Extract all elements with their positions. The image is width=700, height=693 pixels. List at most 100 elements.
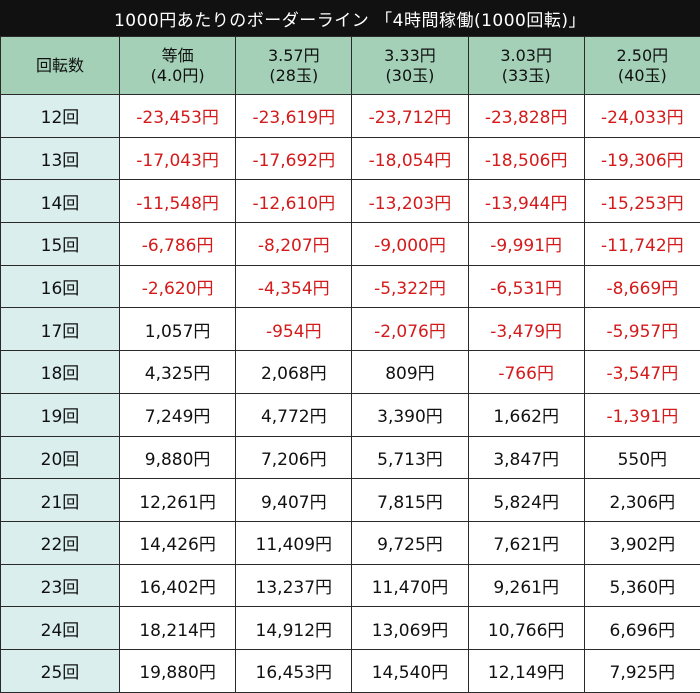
- table-cell-value: 5,360円: [584, 564, 700, 607]
- table-cell-value: -23,828円: [468, 95, 584, 138]
- table-row: 13回-17,043円-17,692円-18,054円-18,506円-19,3…: [1, 137, 700, 180]
- table-cell-value: -18,506円: [468, 137, 584, 180]
- column-header-sublabel: (33玉): [502, 66, 551, 85]
- table-cell-value: -5,322円: [352, 265, 468, 308]
- table-cell-value: -13,944円: [468, 180, 584, 223]
- table-cell-value: 5,824円: [468, 479, 584, 522]
- table-cell-value: 1,057円: [120, 308, 236, 351]
- table-cell-value: 9,725円: [352, 521, 468, 564]
- table-cell-value: -23,453円: [120, 95, 236, 138]
- table-cell-value: 4,772円: [236, 393, 352, 436]
- table-cell-value: -9,991円: [468, 223, 584, 266]
- table-cell-value: 14,912円: [236, 607, 352, 650]
- table-cell-value: 3,847円: [468, 436, 584, 479]
- table-cell-value: 18,214円: [120, 607, 236, 650]
- table-cell-value: -5,957円: [584, 308, 700, 351]
- row-label-spins: 24回: [1, 607, 120, 650]
- row-label-spins: 14回: [1, 180, 120, 223]
- table-cell-value: 7,925円: [584, 649, 700, 692]
- table-cell-value: 550円: [584, 436, 700, 479]
- table-cell-value: -24,033円: [584, 95, 700, 138]
- table-title: 1000円あたりのボーダーライン 「4時間稼働(1000回転)」: [0, 0, 700, 36]
- row-label-spins: 20回: [1, 436, 120, 479]
- row-label-spins: 22回: [1, 521, 120, 564]
- table-cell-value: 3,902円: [584, 521, 700, 564]
- table-cell-value: -6,786円: [120, 223, 236, 266]
- row-label-spins: 19回: [1, 393, 120, 436]
- column-header-label: 2.50円: [617, 46, 669, 65]
- table-cell-value: 4,325円: [120, 351, 236, 394]
- table-cell-value: -2,620円: [120, 265, 236, 308]
- table-cell-value: 11,409円: [236, 521, 352, 564]
- table-cell-value: 14,540円: [352, 649, 468, 692]
- table-cell-value: 13,069円: [352, 607, 468, 650]
- table-cell-value: -11,742円: [584, 223, 700, 266]
- table-cell-value: 2,306円: [584, 479, 700, 522]
- table-cell-value: 9,407円: [236, 479, 352, 522]
- column-header-label: 3.33円: [384, 46, 436, 65]
- table-cell-value: -23,712円: [352, 95, 468, 138]
- column-header-sublabel: (40玉): [618, 66, 667, 85]
- table-row: 14回-11,548円-12,610円-13,203円-13,944円-15,2…: [1, 180, 700, 223]
- table-cell-value: 12,149円: [468, 649, 584, 692]
- table-cell-value: -8,207円: [236, 223, 352, 266]
- column-header-label: 等価: [162, 46, 194, 65]
- table-cell-value: -6,531円: [468, 265, 584, 308]
- table-cell-value: -19,306円: [584, 137, 700, 180]
- table-body: 12回-23,453円-23,619円-23,712円-23,828円-24,0…: [1, 95, 700, 693]
- table-cell-value: -3,479円: [468, 308, 584, 351]
- table-cell-value: -1,391円: [584, 393, 700, 436]
- table-cell-value: -766円: [468, 351, 584, 394]
- header-row: 回転数 等価(4.0円) 3.57円(28玉) 3.33円(30玉) 3.03円…: [1, 37, 700, 95]
- table-cell-value: -9,000円: [352, 223, 468, 266]
- table-cell-value: -18,054円: [352, 137, 468, 180]
- table-cell-value: 5,713円: [352, 436, 468, 479]
- table-cell-value: 2,068円: [236, 351, 352, 394]
- row-label-spins: 17回: [1, 308, 120, 351]
- table-cell-value: -8,669円: [584, 265, 700, 308]
- table-cell-value: 19,880円: [120, 649, 236, 692]
- row-label-spins: 15回: [1, 223, 120, 266]
- table-cell-value: 12,261円: [120, 479, 236, 522]
- row-label-spins: 13回: [1, 137, 120, 180]
- row-label-spins: 16回: [1, 265, 120, 308]
- table-cell-value: 13,237円: [236, 564, 352, 607]
- table-cell-value: 14,426円: [120, 521, 236, 564]
- table-row: 15回-6,786円-8,207円-9,000円-9,991円-11,742円: [1, 223, 700, 266]
- table-cell-value: 7,249円: [120, 393, 236, 436]
- column-header-spins: 回転数: [1, 37, 120, 95]
- column-header-4yen: 等価(4.0円): [120, 37, 236, 95]
- column-header-250yen: 2.50円(40玉): [584, 37, 700, 95]
- table-row: 16回-2,620円-4,354円-5,322円-6,531円-8,669円: [1, 265, 700, 308]
- table-cell-value: 1,662円: [468, 393, 584, 436]
- column-header-sublabel: (28玉): [269, 66, 318, 85]
- table-cell-value: 16,402円: [120, 564, 236, 607]
- row-label-spins: 25回: [1, 649, 120, 692]
- column-header-label: 3.57円: [268, 46, 320, 65]
- table-cell-value: -3,547円: [584, 351, 700, 394]
- column-header-label: 回転数: [36, 56, 84, 75]
- table-cell-value: -17,043円: [120, 137, 236, 180]
- table-cell-value: -15,253円: [584, 180, 700, 223]
- table-cell-value: 16,453円: [236, 649, 352, 692]
- column-header-333yen: 3.33円(30玉): [352, 37, 468, 95]
- table-cell-value: -2,076円: [352, 308, 468, 351]
- column-header-sublabel: (4.0円): [151, 66, 205, 85]
- row-label-spins: 18回: [1, 351, 120, 394]
- row-label-spins: 21回: [1, 479, 120, 522]
- column-header-label: 3.03円: [500, 46, 552, 65]
- table-cell-value: 7,206円: [236, 436, 352, 479]
- table-cell-value: 11,470円: [352, 564, 468, 607]
- column-header-303yen: 3.03円(33玉): [468, 37, 584, 95]
- table-cell-value: -23,619円: [236, 95, 352, 138]
- table-cell-value: -17,692円: [236, 137, 352, 180]
- column-header-sublabel: (30玉): [386, 66, 435, 85]
- table-cell-value: 10,766円: [468, 607, 584, 650]
